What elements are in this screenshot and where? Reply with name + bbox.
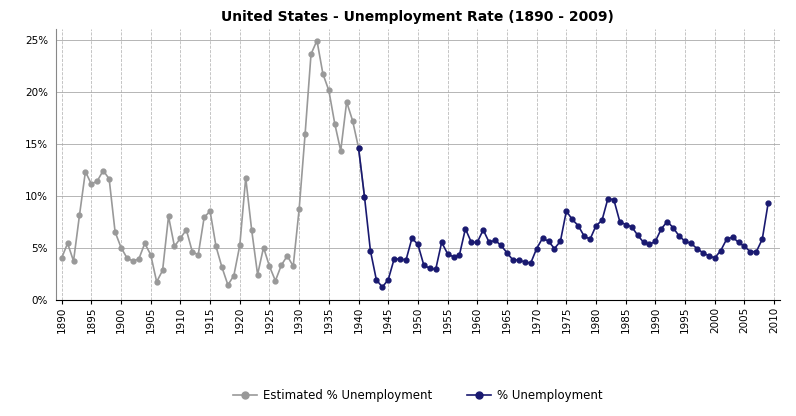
Estimated % Unemployment <box>164 214 174 219</box>
% Unemployment <box>485 240 494 245</box>
Estimated % Unemployment <box>57 255 66 260</box>
Estimated % Unemployment <box>360 194 369 199</box>
Estimated % Unemployment <box>199 215 209 220</box>
Estimated % Unemployment <box>312 38 322 43</box>
Legend: Estimated % Unemployment, % Unemployment: Estimated % Unemployment, % Unemployment <box>228 385 607 407</box>
Title: United States - Unemployment Rate (1890 - 2009): United States - Unemployment Rate (1890 … <box>221 10 615 24</box>
Estimated % Unemployment <box>247 227 256 232</box>
% Unemployment <box>353 145 363 150</box>
Line: Estimated % Unemployment: Estimated % Unemployment <box>59 38 367 287</box>
% Unemployment <box>704 253 713 258</box>
% Unemployment <box>585 237 595 242</box>
% Unemployment <box>413 242 423 247</box>
% Unemployment <box>377 285 387 290</box>
Estimated % Unemployment <box>223 282 232 287</box>
Estimated % Unemployment <box>80 169 90 174</box>
Line: % Unemployment: % Unemployment <box>356 145 771 290</box>
Estimated % Unemployment <box>259 245 268 250</box>
% Unemployment <box>455 252 464 257</box>
% Unemployment <box>710 255 720 260</box>
Estimated % Unemployment <box>217 265 227 270</box>
% Unemployment <box>763 200 773 205</box>
